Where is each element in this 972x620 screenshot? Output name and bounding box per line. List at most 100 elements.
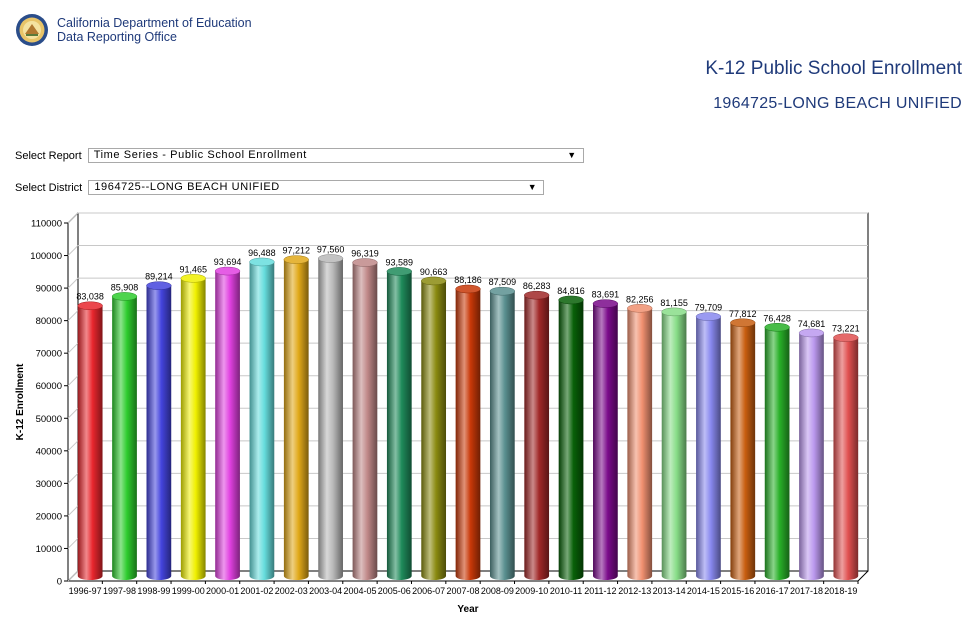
- data-label: 87,509: [489, 277, 517, 287]
- x-tick-label: 1996-97: [69, 586, 102, 596]
- bar-body: [593, 303, 618, 580]
- bar-2017-18: [798, 328, 825, 580]
- bar-body: [421, 280, 447, 580]
- y-tick-label: 60000: [36, 381, 62, 392]
- bar-1999-00: [180, 274, 206, 580]
- data-label: 93,589: [386, 257, 414, 267]
- x-tick-label: 2005-06: [378, 586, 411, 596]
- x-tick-label: 2012-13: [618, 586, 651, 596]
- bar-2008-09: [489, 286, 515, 580]
- bar-body: [215, 271, 240, 580]
- organization-name: California Department of Education Data …: [57, 16, 252, 44]
- data-label: 81,155: [660, 298, 688, 308]
- bar-top: [833, 333, 859, 342]
- y-tick-label: 100000: [30, 251, 62, 262]
- bar-body: [249, 261, 275, 580]
- report-select[interactable]: Time Series - Public School Enrollment ▼: [87, 148, 584, 163]
- bar-top: [661, 307, 687, 317]
- bar-top: [489, 286, 515, 296]
- bar-2007-08: [455, 284, 481, 580]
- bar-top: [592, 299, 619, 308]
- bar-top: [798, 328, 825, 338]
- triangle-down-icon: ▼: [527, 182, 538, 192]
- bar-top: [352, 258, 378, 267]
- bar-top: [695, 312, 722, 321]
- bar-1996-97: [77, 301, 103, 580]
- bar-top: [764, 323, 790, 332]
- data-label: 88,186: [454, 275, 482, 285]
- bar-top: [558, 295, 584, 305]
- bar-2012-13: [627, 304, 653, 580]
- bar-2003-04: [317, 254, 344, 580]
- bar-body: [524, 295, 550, 580]
- x-tick-label: 2009-10: [515, 586, 548, 596]
- bar-top: [180, 274, 206, 283]
- enrollment-bar-chart: 0 10000 20000 30000 40000 50000 60000 70000 8000…: [15, 212, 869, 615]
- bar-body: [661, 311, 687, 580]
- data-label: 85,908: [111, 282, 139, 292]
- district-select-value: 1964725--LONG BEACH UNIFIED: [94, 181, 280, 193]
- bar-top: [386, 267, 412, 276]
- y-tick-label: 110000: [31, 219, 62, 230]
- bar-2010-11: [558, 295, 584, 580]
- bar-top: [317, 254, 344, 263]
- report-select-label: Select Report: [15, 149, 82, 162]
- y-tick-label: 30000: [36, 479, 62, 490]
- bar-body: [833, 337, 859, 580]
- bar-top: [455, 284, 481, 294]
- data-label: 86,283: [523, 281, 551, 291]
- x-tick-label: 2001-02: [240, 586, 273, 596]
- bar-body: [799, 332, 824, 580]
- data-label: 97,560: [317, 244, 345, 254]
- bar-2009-10: [524, 290, 550, 580]
- district-select[interactable]: 1964725--LONG BEACH UNIFIED ▼: [88, 180, 545, 195]
- x-tick-label: 2015-16: [721, 586, 754, 596]
- bar-top: [214, 266, 241, 276]
- x-tick-label: 2008-09: [481, 586, 514, 596]
- data-label: 83,038: [76, 292, 104, 302]
- bar-body: [730, 322, 756, 580]
- x-tick-label: 1998-99: [137, 586, 170, 596]
- data-label: 96,488: [248, 248, 276, 258]
- x-tick-label: 2000-01: [206, 586, 239, 596]
- bar-top: [249, 257, 275, 267]
- y-tick-label: 80000: [36, 316, 62, 327]
- data-label: 90,663: [420, 267, 448, 277]
- org-line-1: California Department of Education: [57, 16, 252, 30]
- x-tick-label: 2013-14: [653, 586, 686, 596]
- x-axis-label: Year: [457, 604, 478, 615]
- report-select-row: Select Report Time Series - Public Schoo…: [15, 148, 584, 163]
- x-tick-label: 2006-07: [412, 586, 445, 596]
- bar-2002-03: [283, 255, 309, 580]
- bar-top: [146, 281, 172, 290]
- bar-2001-02: [249, 257, 275, 580]
- x-tick-label: 2007-08: [446, 586, 479, 596]
- x-tick-label: 2004-05: [343, 586, 376, 596]
- bar-top: [421, 276, 447, 286]
- x-tick-label: 2014-15: [687, 586, 720, 596]
- bar-2004-05: [352, 258, 378, 580]
- bar-top: [111, 292, 138, 301]
- bar-body: [627, 308, 653, 580]
- bar-2015-16: [730, 318, 756, 580]
- y-tick-label: 40000: [36, 446, 62, 457]
- data-label: 91,465: [179, 264, 207, 274]
- bar-top: [524, 290, 550, 300]
- bar-1998-99: [146, 281, 172, 580]
- bar-2014-15: [695, 312, 722, 580]
- data-label: 83,691: [592, 290, 620, 300]
- bar-2006-07: [421, 276, 447, 580]
- data-label: 73,221: [832, 324, 860, 334]
- district-select-label: Select District: [15, 181, 83, 194]
- x-tick-label: 2002-03: [275, 586, 308, 596]
- bar-2018-19: [833, 333, 859, 580]
- report-select-value: Time Series - Public School Enrollment: [93, 149, 307, 161]
- bar-top: [283, 255, 309, 264]
- y-tick-label: 10000: [36, 544, 62, 555]
- data-label: 74,681: [798, 319, 826, 329]
- bar-body: [352, 262, 378, 580]
- page-subtitle: 1964725-LONG BEACH UNIFIED: [713, 95, 962, 112]
- california-seal-icon: [16, 14, 48, 46]
- data-label: 82,256: [626, 294, 654, 304]
- data-label: 79,709: [695, 303, 723, 313]
